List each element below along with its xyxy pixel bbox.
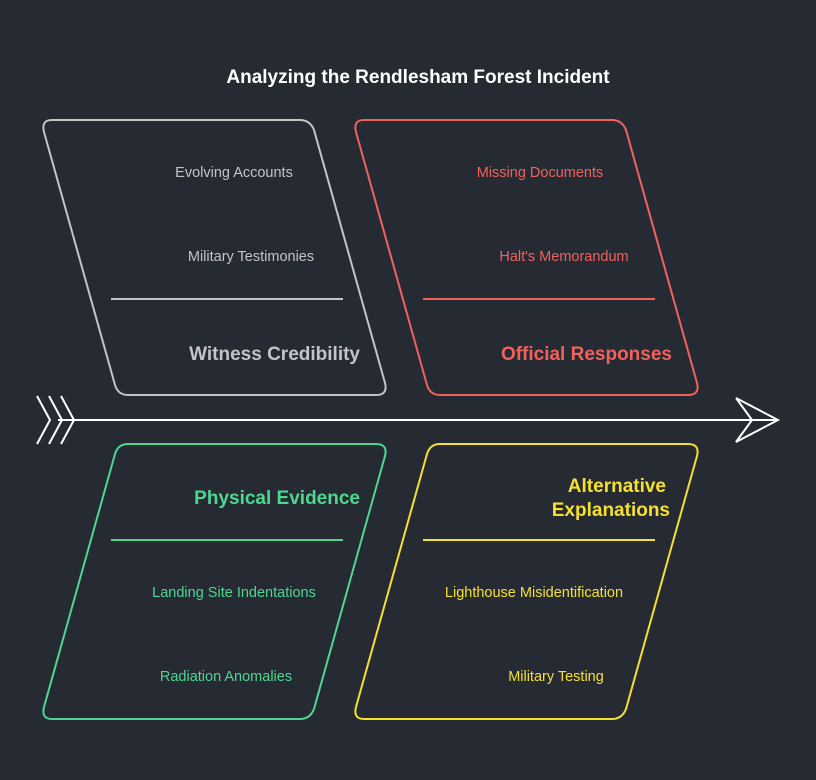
arrow-head-icon <box>735 397 781 443</box>
cause-item: Missing Documents <box>477 165 604 181</box>
category-label-line: Witness Credibility <box>189 344 360 365</box>
cause-item: Evolving Accounts <box>175 165 293 181</box>
cause-item: Radiation Anomalies <box>160 669 292 685</box>
category-witness-credibility: Evolving Accounts Military Testimonies W… <box>42 119 387 396</box>
category-alternative-explanations: Alternative Explanations Lighthouse Misi… <box>354 443 699 720</box>
tail-chevron-icon <box>48 395 64 445</box>
diagram-title: Analyzing the Rendlesham Forest Incident <box>226 67 610 88</box>
cause-item: Military Testimonies <box>188 249 314 265</box>
category-label: Witness Credibility <box>189 344 360 365</box>
spine-arrow <box>36 395 781 445</box>
category-label: Physical Evidence <box>194 488 360 509</box>
category-label: Explanations <box>552 500 670 521</box>
category-label: Official Responses <box>501 344 672 365</box>
category-official-responses: Missing Documents Halt's Memorandum Offi… <box>354 119 699 396</box>
cause-item: Landing Site Indentations <box>152 585 316 601</box>
category-label-line: Physical Evidence <box>194 488 360 509</box>
category-frame <box>42 119 387 396</box>
category-frame <box>42 443 387 720</box>
category-frame <box>354 119 699 396</box>
category-frame <box>354 443 699 720</box>
category-label: Alternative <box>568 476 666 497</box>
cause-item: Halt's Memorandum <box>499 249 628 265</box>
tail-chevron-icon <box>60 395 76 445</box>
category-label-line: Explanations <box>552 500 670 521</box>
tail-chevron-icon <box>36 395 52 445</box>
category-label-line: Official Responses <box>501 344 672 365</box>
cause-item: Military Testing <box>508 669 604 685</box>
cause-item: Lighthouse Misidentification <box>445 585 623 601</box>
category-physical-evidence: Physical Evidence Landing Site Indentati… <box>42 443 387 720</box>
category-label-line: Alternative <box>568 476 666 497</box>
